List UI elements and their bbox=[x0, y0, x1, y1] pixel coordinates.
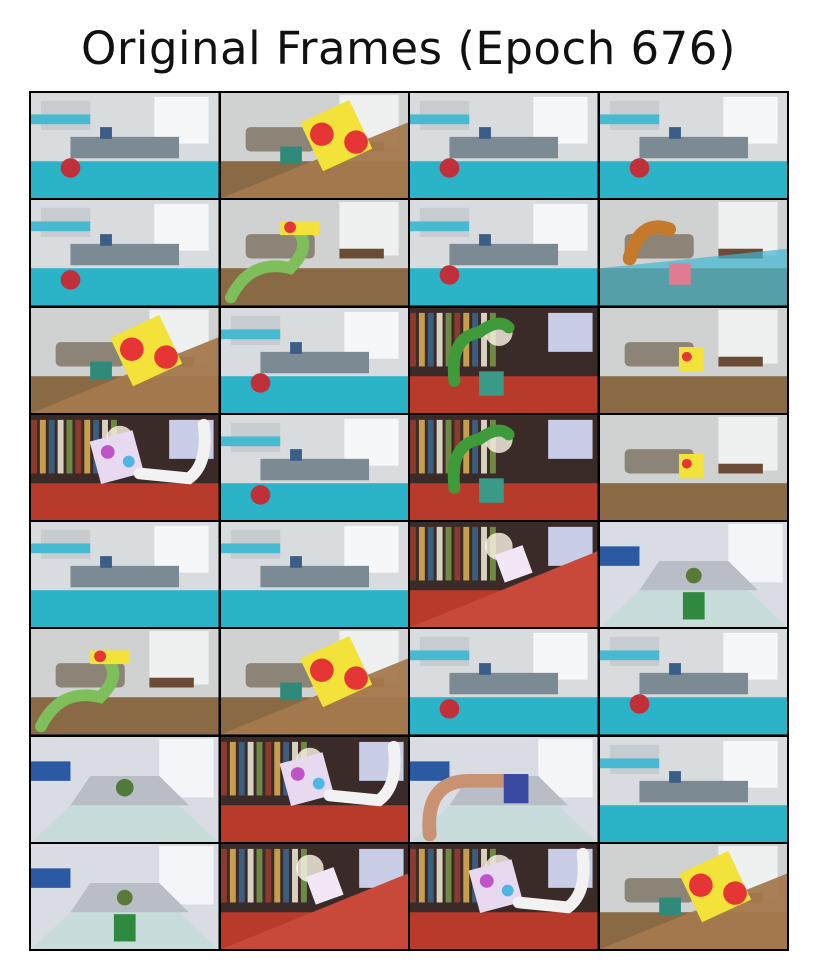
frame-image bbox=[31, 200, 219, 306]
frame-kitchen-ball bbox=[598, 92, 788, 200]
frame-image bbox=[599, 629, 787, 735]
frame-kitchen-ball bbox=[219, 306, 409, 414]
frame-kitchen-empty bbox=[598, 735, 788, 843]
frame-kitchen-ball bbox=[409, 92, 599, 200]
frame-kitchen-ball-left bbox=[219, 413, 409, 521]
frame-image bbox=[31, 629, 219, 735]
frame-library-arm-green bbox=[409, 413, 599, 521]
frame-living-small-cube bbox=[598, 306, 788, 414]
frame-image bbox=[599, 843, 787, 949]
frame-conference-pink-arm bbox=[409, 735, 599, 843]
frame-living-ramp-cube bbox=[598, 842, 788, 950]
frame-living-arm-green bbox=[30, 628, 220, 736]
frame-library-arm-green bbox=[409, 306, 599, 414]
frame-kitchen-ball bbox=[409, 199, 599, 307]
frame-living-ramp-cube bbox=[219, 92, 409, 200]
frame-library-cube-white-arm bbox=[409, 842, 599, 950]
frame-conference-plant bbox=[30, 735, 220, 843]
frame-library-cube-white-arm bbox=[219, 735, 409, 843]
frame-living-small-cube bbox=[598, 413, 788, 521]
frame-image bbox=[410, 307, 598, 413]
frame-image bbox=[220, 414, 408, 520]
frame-image bbox=[410, 736, 598, 842]
frame-image bbox=[31, 93, 219, 199]
frame-image bbox=[31, 307, 219, 413]
frame-image bbox=[410, 93, 598, 199]
frame-orange-arm-ramp bbox=[598, 199, 788, 307]
frame-image bbox=[599, 200, 787, 306]
frame-living-ramp-cube bbox=[219, 628, 409, 736]
frame-image bbox=[31, 522, 219, 628]
figure-title: Original Frames (Epoch 676) bbox=[81, 22, 736, 75]
frame-image bbox=[410, 200, 598, 306]
frame-living-ramp-cube bbox=[30, 306, 220, 414]
frame-kitchen-ball-left bbox=[409, 628, 599, 736]
frame-kitchen-ball bbox=[598, 628, 788, 736]
frame-image bbox=[31, 736, 219, 842]
frame-image bbox=[31, 843, 219, 949]
frame-library-cube-white-arm bbox=[30, 413, 220, 521]
frame-kitchen-ball bbox=[30, 92, 220, 200]
frame-kitchen-empty bbox=[219, 521, 409, 629]
frame-image bbox=[410, 629, 598, 735]
frame-image bbox=[220, 200, 408, 306]
frame-image bbox=[599, 522, 787, 628]
frame-kitchen-empty bbox=[30, 521, 220, 629]
frame-image bbox=[599, 736, 787, 842]
frame-image bbox=[220, 736, 408, 842]
frame-conference-green-box bbox=[30, 842, 220, 950]
frame-image bbox=[220, 307, 408, 413]
frame-image bbox=[410, 843, 598, 949]
frame-library-ramp-cube bbox=[219, 842, 409, 950]
frame-image bbox=[599, 307, 787, 413]
frame-image bbox=[410, 414, 598, 520]
frame-image bbox=[410, 522, 598, 628]
frame-image bbox=[599, 414, 787, 520]
frame-image bbox=[220, 522, 408, 628]
frame-living-arm-green bbox=[219, 199, 409, 307]
frame-image bbox=[31, 414, 219, 520]
frame-image bbox=[220, 629, 408, 735]
frame-image bbox=[220, 93, 408, 199]
frame-grid bbox=[29, 91, 789, 951]
frame-image bbox=[599, 93, 787, 199]
frame-kitchen-ball-left bbox=[30, 199, 220, 307]
frame-conference-green-box bbox=[598, 521, 788, 629]
frame-library-ramp-cube bbox=[409, 521, 599, 629]
frame-image bbox=[220, 843, 408, 949]
